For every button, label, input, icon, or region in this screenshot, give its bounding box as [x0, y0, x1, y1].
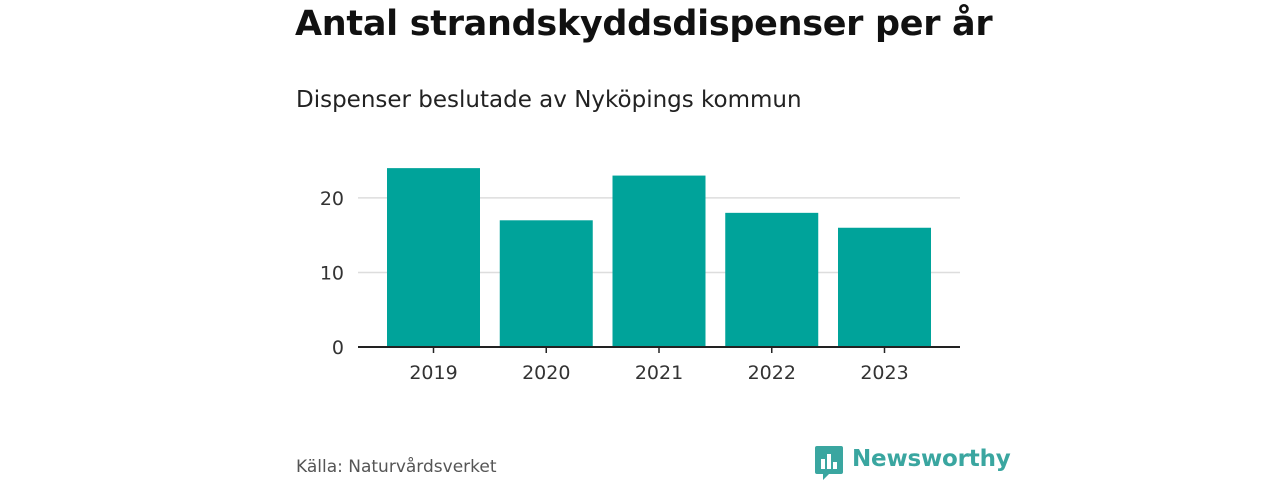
source-note: Källa: Naturvårdsverket — [296, 457, 497, 477]
chart-subtitle: Dispenser beslutade av Nyköpings kommun — [296, 87, 802, 113]
brand-name: Newsworthy — [852, 446, 1011, 472]
bar — [499, 220, 593, 347]
x-tick-label: 2019 — [409, 362, 457, 384]
bar-chart: 0 10 20 2019 2020 2021 2022 2023 — [320, 168, 960, 384]
x-tick-label: 2023 — [860, 362, 908, 384]
x-tick-label: 2022 — [748, 362, 796, 384]
bar — [612, 175, 706, 347]
x-tick-label: 2021 — [635, 362, 683, 384]
newsworthy-logo: Newsworthy — [815, 446, 1011, 480]
y-tick-label: 10 — [320, 262, 344, 284]
bar — [725, 212, 819, 347]
bar — [387, 168, 480, 347]
x-tick-label: 2020 — [522, 362, 570, 384]
bar — [838, 227, 931, 347]
newsworthy-logo-icon — [815, 446, 843, 480]
chart-title: Antal strandskyddsdispenser per år — [295, 4, 993, 44]
y-tick-label: 0 — [332, 337, 344, 359]
y-tick-label: 20 — [320, 188, 344, 210]
